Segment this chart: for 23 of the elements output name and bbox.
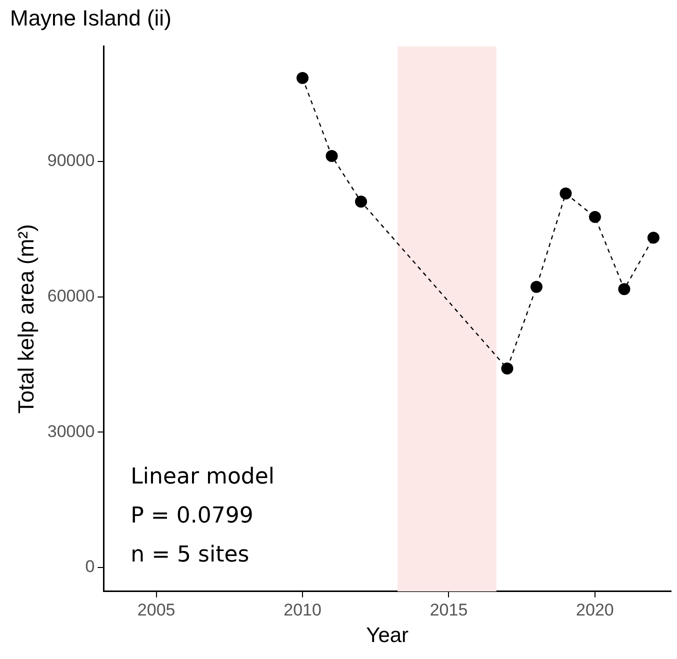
y-tick-label: 90000 (47, 151, 95, 170)
point (326, 150, 338, 162)
x-tick-label: 2015 (430, 600, 468, 620)
y-tick-label: 0 (85, 557, 95, 576)
point (618, 283, 630, 296)
point (647, 232, 660, 244)
x-axis-title: Year (366, 624, 409, 648)
point (296, 72, 309, 84)
annotation: n = 5 sites (130, 542, 250, 568)
y-axis-title: Total kelp area (m²) (13, 224, 38, 414)
point (501, 362, 514, 375)
point (560, 187, 572, 200)
x-tick-label: 2020 (576, 600, 614, 620)
y-tick-label: 30000 (47, 422, 95, 441)
y-tick-label: 60000 (47, 286, 95, 306)
chart-title: Mayne Island (ii) (10, 5, 172, 30)
point (355, 196, 368, 208)
x-tick-label: 2005 (137, 600, 176, 620)
annotation: Linear model (130, 464, 275, 490)
annotation: P = 0.0799 (130, 503, 254, 528)
x-tick-label: 2010 (284, 600, 322, 620)
point (530, 280, 542, 293)
point (588, 210, 601, 223)
